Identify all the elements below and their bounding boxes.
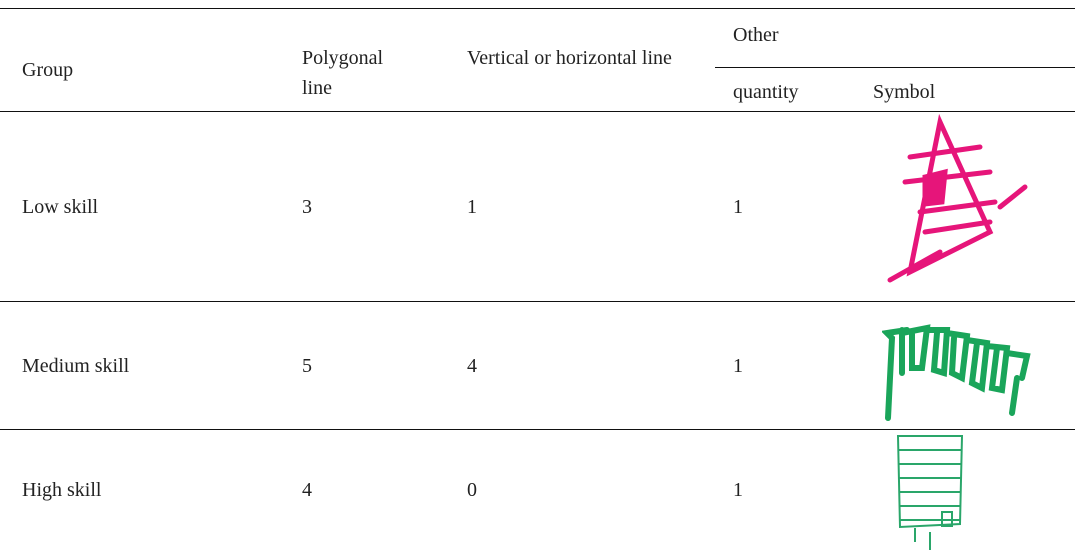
header-cell: Polygonal line (302, 47, 384, 99)
cell: 1 (733, 479, 743, 501)
symbol-icon (882, 324, 1031, 421)
cell: 0 (467, 479, 477, 501)
row-label: Medium skill (22, 355, 130, 377)
header-cell: Group (22, 59, 74, 81)
rule (0, 111, 1075, 112)
cell: 1 (733, 355, 743, 377)
header-cell: Symbol (873, 81, 936, 103)
cell: 5 (302, 355, 312, 377)
rule (0, 8, 1075, 9)
symbol-icon (887, 113, 1028, 283)
header-cell: quantity (733, 81, 799, 103)
cell: 4 (467, 355, 477, 377)
row-label: Low skill (22, 196, 99, 218)
cell: 1 (467, 196, 477, 218)
cell: 3 (302, 196, 312, 218)
rule (0, 429, 1075, 430)
cell: 1 (733, 196, 743, 218)
header-cell: Other (733, 24, 779, 46)
symbol-icon (896, 435, 964, 550)
rule (715, 67, 1075, 68)
row-label: High skill (22, 479, 102, 501)
rule (0, 301, 1075, 302)
header-cell: Vertical or horizontal line (467, 47, 672, 69)
cell: 4 (302, 479, 312, 501)
